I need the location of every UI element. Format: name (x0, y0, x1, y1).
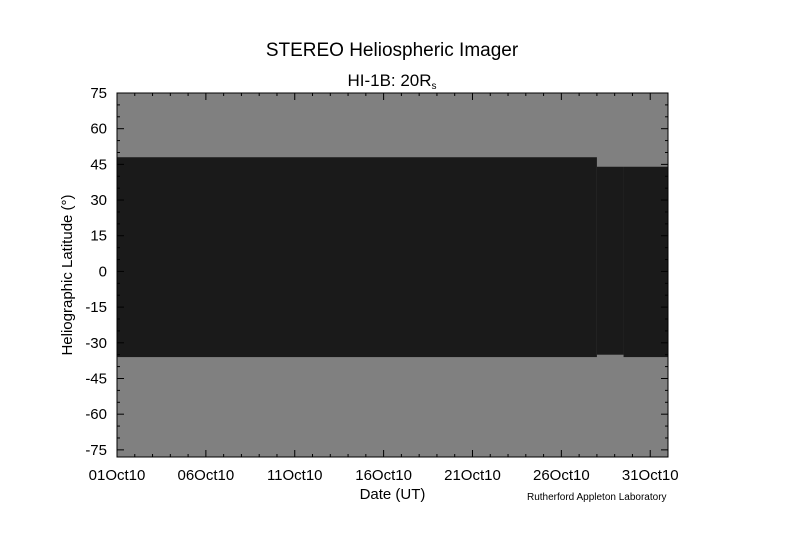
y-tick-label: -60 (85, 406, 107, 423)
heatmap-data (117, 157, 668, 358)
x-tick-label: 26Oct10 (533, 467, 590, 484)
y-tick-label: 0 (99, 263, 107, 280)
y-tick-label: 75 (90, 85, 107, 102)
y-tick-label: -15 (85, 299, 107, 316)
plot-frame (116, 92, 669, 458)
y-tick-label: 30 (90, 192, 107, 209)
chart-subtitle: HI-1B: 20Rs (347, 71, 436, 92)
x-tick-label: 31Oct10 (622, 467, 679, 484)
chart-title: STEREO Heliospheric Imager (266, 40, 519, 61)
x-tick-label: 11Oct10 (267, 467, 323, 484)
y-tick-label: -75 (85, 442, 107, 459)
y-tick-label: -45 (85, 370, 107, 387)
x-axis-label: Date (UT) (360, 486, 426, 503)
chart-subtitle-subscript: s (432, 81, 437, 92)
coverage-segment (596, 166, 624, 355)
coverage-segment (117, 157, 597, 358)
axes: 75 60 45 30 15 0 -15 -30 -45 -60 -75 01Oct10 06Oct10… (85, 85, 678, 484)
x-tick-label: 06Oct10 (178, 467, 235, 484)
y-tick-label: 15 (90, 228, 107, 245)
x-tick-label: 21Oct10 (444, 467, 501, 484)
y-tick-label: 45 (90, 156, 107, 173)
y-axis-label: Heliographic Latitude (°) (59, 194, 76, 355)
x-tick-label: 16Oct10 (355, 467, 412, 484)
y-tick-label: 60 (90, 121, 107, 138)
credit-label: Rutherford Appleton Laboratory (527, 492, 667, 503)
x-tick-label: 01Oct10 (89, 467, 146, 484)
coverage-segment (623, 166, 668, 358)
y-tick-label: -30 (85, 335, 107, 352)
chart-subtitle-main: HI-1B: 20R (347, 71, 431, 90)
